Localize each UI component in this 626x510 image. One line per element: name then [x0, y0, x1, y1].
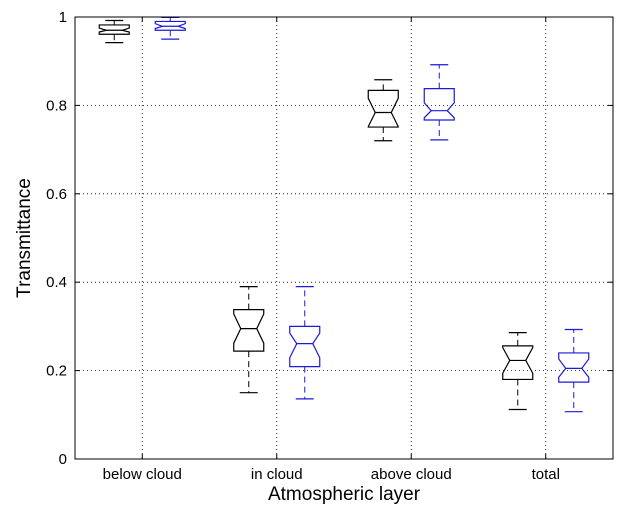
y-tick-label: 0.4 [46, 274, 67, 291]
box-body [558, 352, 590, 383]
y-tick-label: 1 [59, 9, 67, 26]
box-group [423, 64, 455, 141]
box-body [154, 20, 186, 31]
box-group [558, 328, 590, 413]
box-group [98, 19, 130, 44]
y-tick-label: 0 [59, 451, 67, 468]
box-group [233, 286, 265, 394]
x-axis-label: Atmospheric layer [268, 484, 421, 505]
y-tick-label: 0.8 [46, 97, 67, 114]
y-axis-label: Transmittance [14, 178, 35, 298]
y-tick-label: 0.6 [46, 186, 67, 203]
plot-frame [74, 16, 614, 460]
y-tick-label: 0.2 [46, 363, 67, 380]
box-group [154, 16, 186, 40]
box-body [423, 88, 455, 121]
x-tick-label: in cloud [251, 466, 303, 483]
box-body [502, 345, 534, 381]
box-layer [98, 16, 590, 413]
box-body [289, 325, 321, 368]
tick-layer: 0 0.2 0.4 0.6 0.8 1 below cloud in cloud above c… [46, 9, 613, 483]
x-tick-label: below cloud [103, 466, 182, 483]
x-tick-label: total [532, 466, 560, 483]
box-body [233, 309, 265, 352]
box-group [367, 79, 399, 142]
x-tick-label: above cloud [371, 466, 452, 483]
grid-layer [75, 17, 613, 459]
box-group [289, 286, 321, 400]
box-body [367, 89, 399, 128]
box-body [98, 24, 130, 35]
box-group [502, 331, 534, 411]
